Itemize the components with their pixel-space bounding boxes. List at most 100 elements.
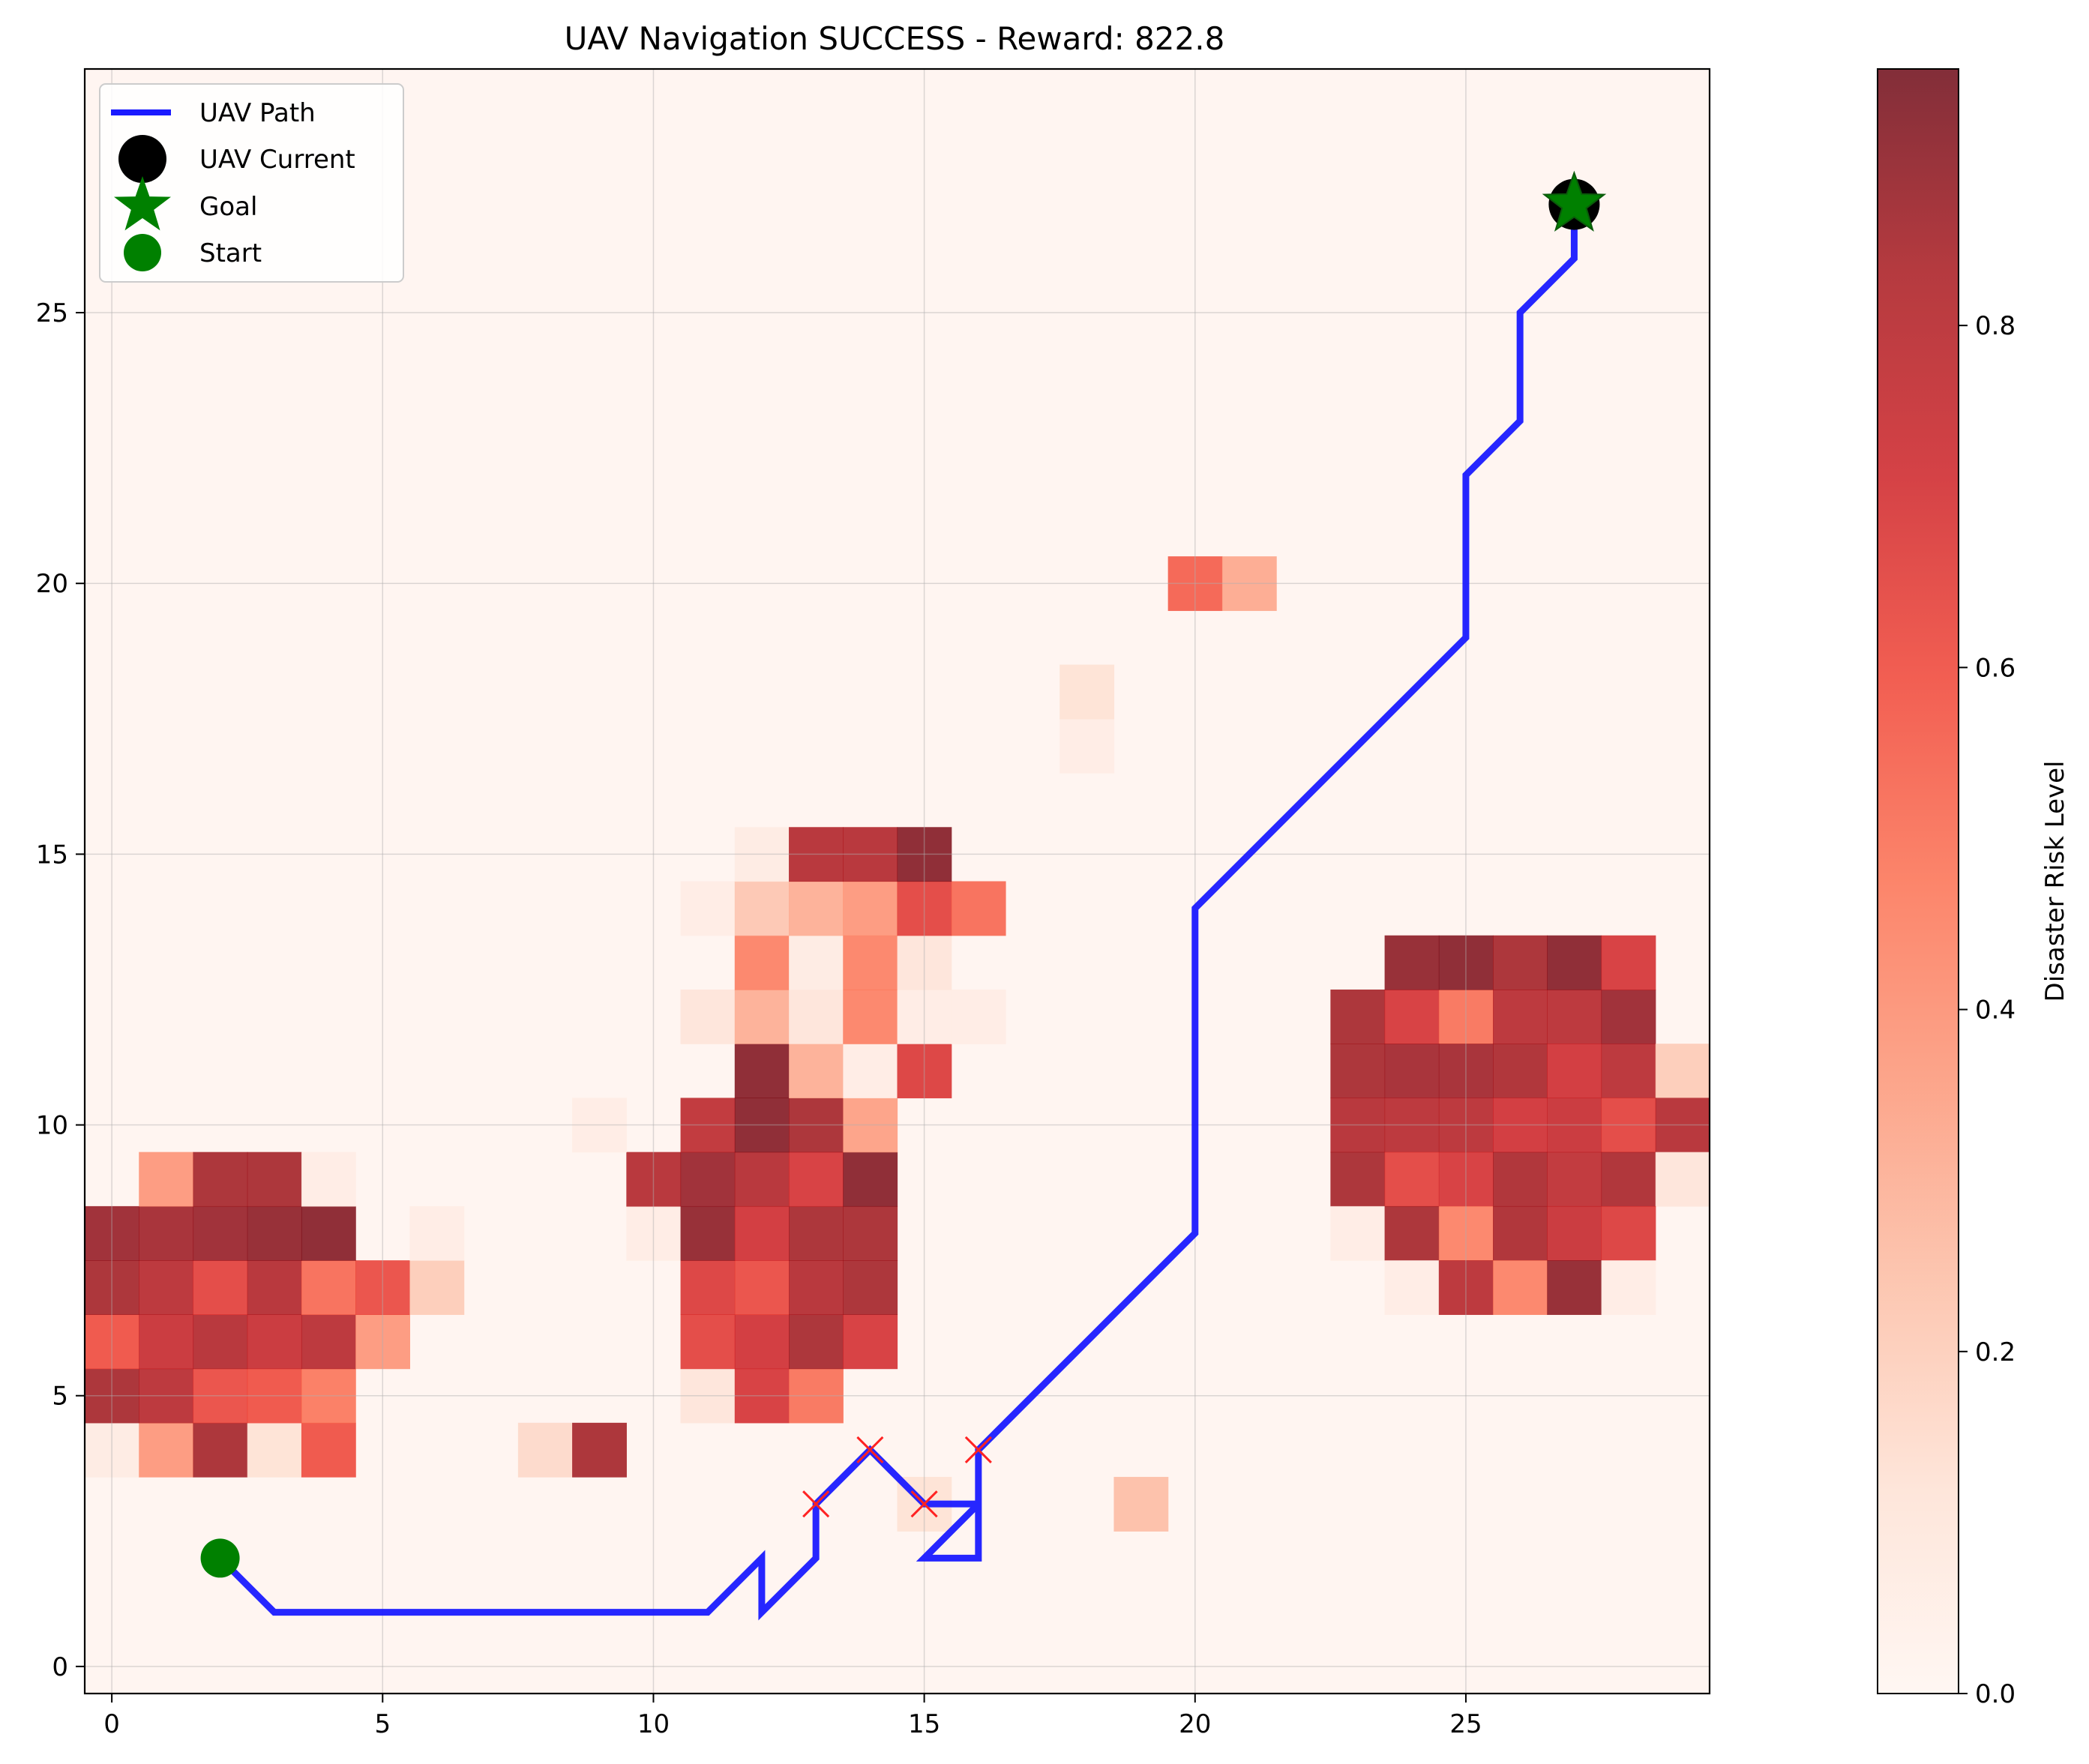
risk-cell: [626, 1205, 682, 1261]
risk-cell: [139, 1314, 194, 1370]
risk-cell: [1330, 1044, 1386, 1099]
risk-cell: [301, 1205, 356, 1261]
uav-path-layer: [217, 204, 1578, 1621]
risk-cell: [789, 1205, 844, 1261]
risk-cell: [734, 827, 790, 882]
risk-cell: [193, 1152, 248, 1207]
risk-cell: [951, 881, 1006, 936]
risk-cell: [1330, 1098, 1386, 1153]
risk-cell: [1059, 718, 1115, 774]
x-tick-label: 5: [374, 1709, 391, 1739]
risk-cell: [789, 1368, 844, 1424]
y-tick-label: 5: [52, 1382, 68, 1412]
risk-cell: [734, 1152, 790, 1207]
legend-swatch-start: [124, 234, 161, 271]
risk-cell: [680, 1205, 736, 1261]
risk-cell: [1438, 1260, 1494, 1315]
risk-cell: [789, 1152, 844, 1207]
risk-cell: [139, 1422, 194, 1478]
risk-cell: [85, 1314, 139, 1370]
risk-cell: [843, 989, 898, 1044]
risk-cell: [139, 1152, 194, 1207]
risk-cell: [1655, 1044, 1710, 1099]
risk-cell: [843, 1044, 898, 1099]
risk-cell: [789, 1260, 844, 1315]
legend-label: UAV Current: [199, 145, 355, 175]
risk-cell: [1601, 1098, 1656, 1153]
chart-title: UAV Navigation SUCCESS - Reward: 822.8: [565, 20, 1225, 57]
risk-cell: [680, 1152, 736, 1207]
risk-cell: [193, 1260, 248, 1315]
x-tick-label: 25: [1449, 1709, 1482, 1739]
start-marker: [200, 1538, 240, 1578]
risk-cell: [1330, 1152, 1386, 1207]
risk-cell: [734, 1314, 790, 1370]
risk-cell: [1384, 1098, 1440, 1153]
risk-cell: [1384, 1044, 1440, 1099]
risk-cell: [734, 1098, 790, 1153]
legend-label: Goal: [199, 192, 257, 222]
colorbar-tick-label: 0.6: [1975, 653, 2016, 683]
risk-cell: [1547, 935, 1602, 990]
goal-marker: [1542, 170, 1607, 232]
collision-x-stroke: [964, 1436, 992, 1464]
legend-label: Start: [199, 238, 262, 268]
risk-cell: [1493, 1044, 1548, 1099]
risk-cell: [247, 1152, 302, 1207]
risk-cell: [789, 1044, 844, 1099]
risk-cell: [1547, 1044, 1602, 1099]
risk-cell: [1493, 1098, 1548, 1153]
risk-cell: [734, 935, 790, 990]
risk-cell: [409, 1260, 465, 1315]
risk-cell: [789, 881, 844, 936]
risk-cell: [1601, 935, 1656, 990]
risk-cell: [1655, 1098, 1710, 1153]
risk-cell: [1384, 1152, 1440, 1207]
risk-cell: [951, 989, 1006, 1044]
risk-cell: [1330, 1205, 1386, 1261]
risk-cell: [1493, 1260, 1548, 1315]
risk-cell: [1493, 989, 1548, 1044]
risk-cell: [1384, 989, 1440, 1044]
risk-cell: [247, 1368, 302, 1424]
risk-cell: [301, 1368, 356, 1424]
risk-cell: [680, 1098, 736, 1153]
risk-cell: [1547, 1260, 1602, 1315]
risk-cell: [897, 935, 952, 990]
risk-cell: [680, 1260, 736, 1315]
risk-cell: [1384, 1260, 1440, 1315]
x-axis: 0 5 10 15 20 25: [103, 1694, 1482, 1739]
risk-cell: [1601, 1205, 1656, 1261]
risk-cell: [734, 1205, 790, 1261]
risk-cell: [734, 1260, 790, 1315]
colorbar-tick-label: 0.0: [1975, 1679, 2016, 1709]
risk-cell: [355, 1314, 410, 1370]
y-tick-label: 10: [36, 1111, 68, 1141]
risk-cell: [1601, 1152, 1656, 1207]
risk-cell: [193, 1422, 248, 1478]
risk-cell: [734, 881, 790, 936]
risk-cell: [680, 1314, 736, 1370]
risk-cell: [1221, 556, 1277, 611]
risk-cell: [139, 1260, 194, 1315]
colorbar-tick-label: 0.2: [1975, 1337, 2016, 1367]
risk-cell: [1547, 1205, 1602, 1261]
colorbar-gradient: [1877, 68, 1959, 1694]
y-tick-label: 15: [36, 840, 68, 870]
collision-x-marker: [856, 1436, 884, 1464]
collision-x-marker: [802, 1490, 830, 1518]
colorbar-tick-label: 0.4: [1975, 996, 2016, 1026]
risk-cell: [85, 1260, 139, 1315]
x-tick-label: 20: [1179, 1709, 1211, 1739]
risk-cell: [193, 1368, 248, 1424]
risk-cell: [1438, 1044, 1494, 1099]
risk-cell: [734, 989, 790, 1044]
risk-cell: [572, 1098, 627, 1153]
colorbar: 0.0 0.2 0.4 0.6 0.8 Disaster Risk Level: [1877, 68, 2070, 1709]
plot-area: [83, 67, 1711, 1695]
risk-cell: [1493, 1152, 1548, 1207]
colorbar-label: Disaster Risk Level: [2040, 761, 2070, 1002]
risk-cell: [1438, 1152, 1494, 1207]
legend-swatch-goal: [114, 176, 171, 231]
